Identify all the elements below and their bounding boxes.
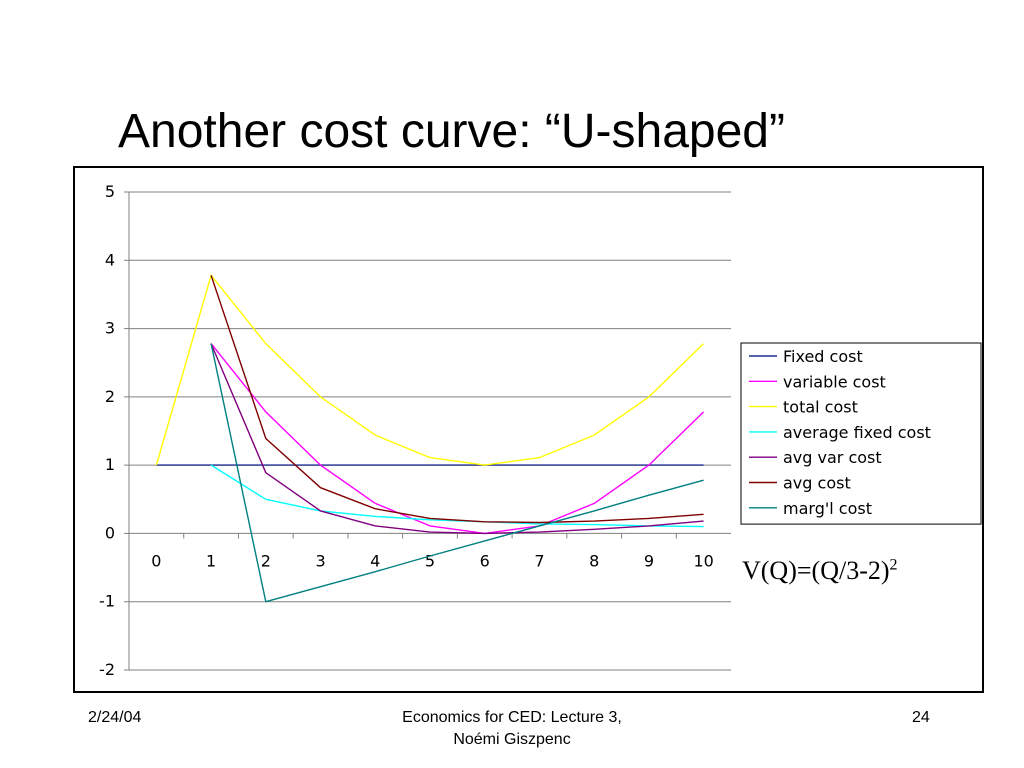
formula-annotation: V(Q)=(Q/3-2)2 — [742, 556, 898, 586]
series-line — [210, 343, 705, 535]
y-tick-label: 2 — [105, 387, 115, 406]
y-tick-label: 5 — [105, 182, 115, 201]
y-tick-label: 1 — [105, 455, 115, 474]
page-number: 24 — [912, 709, 930, 726]
series-line — [210, 343, 704, 603]
footer-center: Economics for CED: Lecture 3, Noémi Gisz… — [312, 707, 712, 751]
series-line — [155, 274, 705, 466]
y-tick-label: 3 — [105, 319, 115, 338]
legend-label: Fixed cost — [783, 347, 863, 366]
x-tick-label: 2 — [261, 551, 271, 570]
legend-label: variable cost — [783, 372, 886, 391]
footer-lecture: Economics for CED: Lecture 3, — [402, 709, 622, 726]
legend-label: avg var cost — [783, 448, 882, 467]
series-line — [210, 275, 704, 524]
footer-date: 2/24/04 — [88, 709, 142, 726]
formula-main: V(Q)=(Q/3-2) — [742, 556, 890, 585]
series-line — [210, 464, 704, 528]
y-tick-label: 0 — [105, 523, 115, 542]
series-line — [210, 343, 704, 535]
x-tick-label: 10 — [693, 551, 713, 570]
x-tick-label: 0 — [151, 551, 161, 570]
line-chart: -2 -1 0 1 2 3 4 5 0 1 2 3 4 5 6 7 8 9 10 Fixed cost variable… — [99, 182, 982, 679]
chart-frame: -2 -1 0 1 2 3 4 5 0 1 2 3 4 5 6 7 8 9 10 Fixed cost variable… — [73, 166, 984, 693]
x-tick-label: 4 — [370, 551, 380, 570]
slide-title: Another cost curve: “U-shaped” — [118, 105, 785, 158]
x-tick-label: 1 — [206, 551, 216, 570]
legend-label: average fixed cost — [783, 423, 931, 442]
x-tick-label: 7 — [534, 551, 544, 570]
y-tick-label: -2 — [99, 660, 115, 679]
formula-exponent: 2 — [889, 556, 898, 574]
x-tick-label: 8 — [589, 551, 599, 570]
legend-label: marg'l cost — [783, 499, 872, 518]
y-tick-label: 4 — [105, 250, 115, 269]
y-tick-label: -1 — [99, 592, 115, 611]
legend-label: avg cost — [783, 474, 851, 493]
footer-author: Noémi Giszpenc — [453, 731, 571, 748]
x-tick-label: 6 — [480, 551, 490, 570]
x-tick-label: 9 — [644, 551, 654, 570]
x-tick-label: 5 — [425, 551, 435, 570]
legend-label: total cost — [783, 398, 858, 417]
legend-box — [740, 342, 982, 525]
x-tick-label: 3 — [315, 551, 325, 570]
